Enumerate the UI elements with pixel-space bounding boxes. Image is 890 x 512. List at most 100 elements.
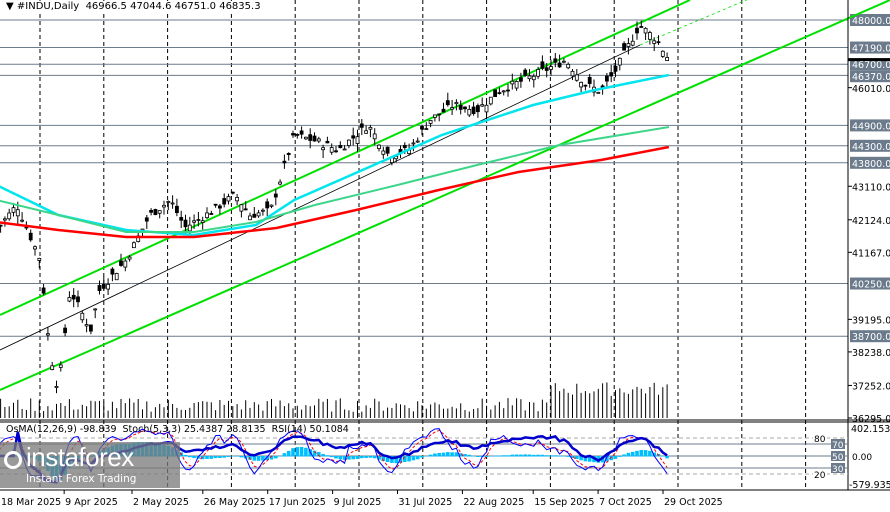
price-tick-label: 39195.0	[852, 315, 890, 326]
candle-body	[286, 153, 291, 155]
osma-bar	[295, 447, 300, 457]
candle-body	[209, 213, 214, 215]
candle-body	[84, 324, 89, 327]
candle-body	[265, 201, 270, 209]
osma-bar	[351, 456, 355, 460]
level-tag	[850, 156, 890, 169]
osma-bar	[291, 448, 295, 457]
osma-bar	[312, 450, 317, 457]
osma-bar	[377, 456, 381, 460]
osma-bar	[497, 455, 502, 457]
logo-name: instaforex	[26, 442, 134, 472]
candle-body	[37, 257, 42, 261]
osc-level-label: 50	[832, 453, 844, 463]
collapse-icon[interactable]: ▼	[6, 1, 14, 12]
candle-body	[605, 75, 609, 82]
osma-bar	[566, 456, 570, 457]
osma-bar	[299, 446, 304, 457]
candle-body	[622, 43, 626, 51]
osma-bar	[553, 455, 558, 457]
candle-body	[187, 224, 192, 232]
candle-body	[50, 365, 55, 370]
osma-bar	[514, 454, 519, 457]
candle-body	[377, 144, 381, 149]
osma-bar	[205, 456, 209, 459]
candle-body	[15, 209, 20, 217]
date-label: 26 May 2025	[204, 497, 266, 508]
candle-body	[497, 92, 502, 95]
candle-body	[596, 91, 601, 94]
candle-body	[488, 96, 493, 105]
candle-body	[303, 136, 308, 140]
candle-body	[256, 212, 261, 217]
candle-body	[110, 268, 115, 275]
osma-bar	[519, 454, 523, 457]
osma-bar	[540, 454, 545, 457]
osma-bar	[334, 456, 338, 459]
candle-body	[531, 75, 536, 81]
candle-body	[213, 203, 218, 206]
osma-bar	[635, 450, 639, 457]
osma-bar	[501, 455, 506, 457]
channel-upper-line	[0, 0, 691, 316]
candle-body	[523, 69, 528, 76]
candle-body	[381, 150, 386, 155]
candle-body	[226, 196, 231, 202]
candle-body	[149, 210, 154, 213]
candle-body	[41, 287, 46, 294]
osma-bar	[213, 456, 218, 459]
candle-body	[424, 128, 429, 131]
osma-bar	[372, 456, 377, 459]
candle-body	[131, 242, 136, 249]
osma-bar	[665, 456, 669, 459]
symbol-label: #INDU,Daily	[16, 1, 80, 12]
candle-body	[308, 134, 313, 141]
candle-body	[20, 219, 25, 222]
candle-body	[2, 218, 7, 221]
osma-bar	[489, 456, 493, 457]
candle-body	[80, 312, 85, 321]
logo-tagline: Instant Forex Trading	[26, 473, 137, 485]
candle-body	[89, 324, 93, 332]
level-tag	[850, 14, 890, 26]
osma-bar	[274, 456, 278, 459]
osc-bottom-label: -579.935	[849, 480, 890, 491]
osma-bar	[200, 456, 205, 460]
ma_slow-line	[0, 145, 670, 239]
osc-level-label: 30	[832, 465, 844, 475]
candle-body	[562, 60, 566, 63]
high-value: 47044.6	[130, 1, 172, 12]
candle-body	[0, 224, 3, 227]
osma-bar	[506, 455, 510, 457]
candle-body	[33, 246, 37, 250]
candle-body	[351, 135, 356, 139]
osma-bar	[278, 455, 282, 457]
candle-body	[450, 107, 455, 110]
candle-body	[441, 108, 446, 113]
osma-bar	[446, 452, 450, 457]
candle-body	[540, 61, 545, 69]
osma-bar	[648, 450, 652, 457]
osma-bar	[532, 454, 536, 457]
channel-lower-line	[0, 0, 890, 391]
candle-body	[553, 58, 558, 63]
candle-body	[372, 133, 377, 140]
osma-bar	[626, 452, 631, 457]
osma-bar	[454, 452, 459, 457]
candle-body	[235, 197, 240, 202]
indicator-header: OsMA(12,26,9) -98.839 Stoch(5,3,3) 25.43…	[6, 424, 349, 435]
date-label: 2 May 2025	[133, 497, 189, 508]
osma-bar	[450, 452, 454, 457]
osma-bar	[544, 455, 549, 457]
osma-bar	[630, 451, 635, 457]
osma-bar	[587, 456, 592, 462]
osma-bar	[360, 456, 364, 459]
candle-body	[273, 193, 278, 198]
candle-body	[432, 114, 437, 118]
candle-body	[574, 74, 579, 81]
candle-body	[415, 140, 420, 143]
osma-bar	[183, 454, 188, 457]
candle-body	[192, 220, 197, 223]
osma-bar	[605, 456, 609, 462]
